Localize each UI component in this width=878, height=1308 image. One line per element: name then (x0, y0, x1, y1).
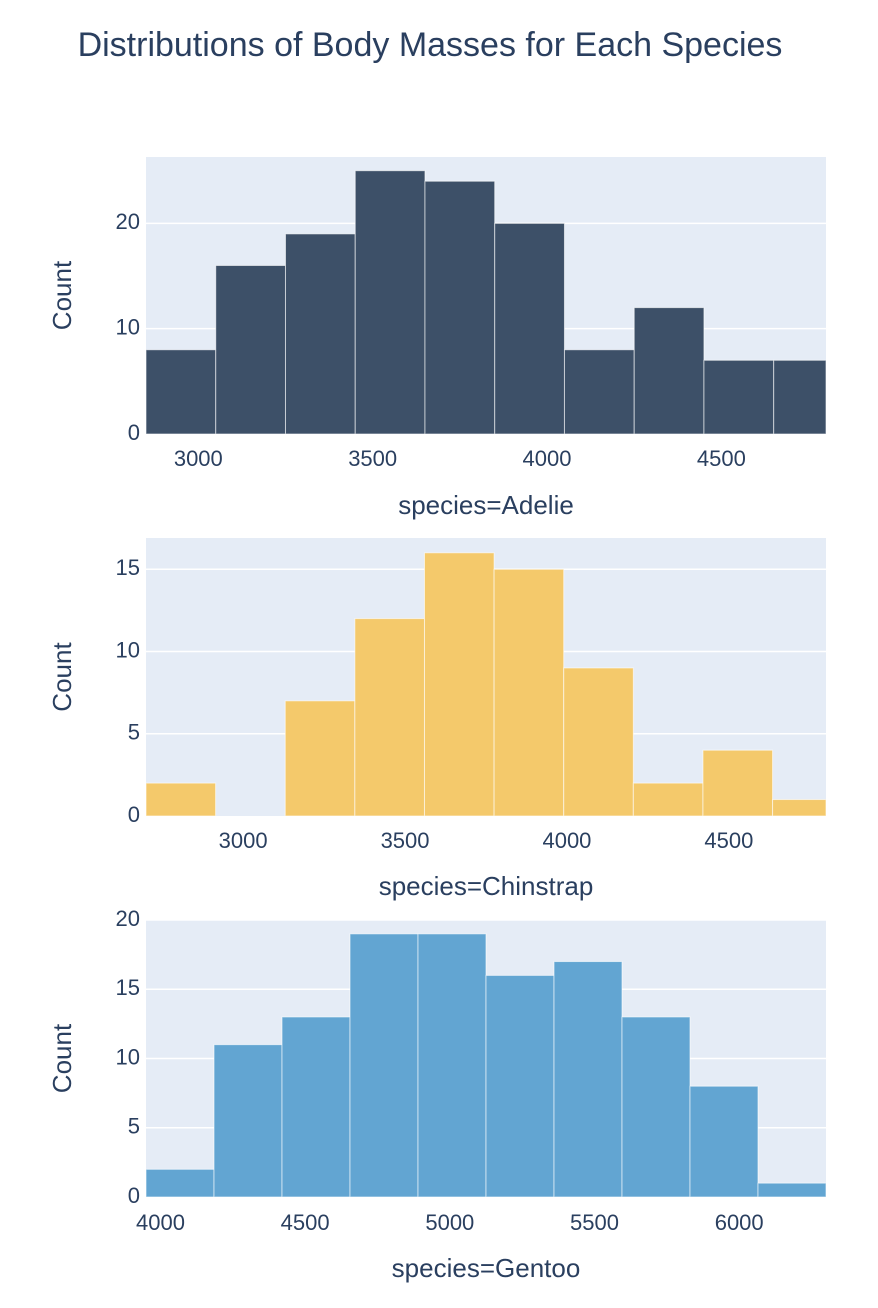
x-tick-label: 4500 (704, 828, 753, 853)
x-tick-label: 4500 (697, 446, 746, 471)
y-tick-label: 10 (116, 1044, 140, 1069)
y-tick-label: 20 (116, 906, 140, 931)
chart-title: Distributions of Body Masses for Each Sp… (78, 26, 783, 64)
histogram-bar[interactable] (689, 1085, 759, 1198)
histogram-bar[interactable] (423, 552, 495, 817)
histogram-bar[interactable] (563, 667, 634, 817)
y-tick-label: 0 (128, 802, 140, 827)
x-tick-label: 4000 (542, 828, 591, 853)
histogram-bar[interactable] (354, 170, 426, 435)
y-tick-label: 10 (116, 637, 140, 662)
histogram-bar[interactable] (145, 1168, 215, 1198)
histogram-bar[interactable] (633, 307, 705, 435)
histogram-bar[interactable] (349, 933, 419, 1198)
x-tick-label: 4000 (523, 446, 572, 471)
x-tick-label: 6000 (715, 1210, 764, 1235)
y-axis-label: Count (47, 260, 77, 330)
histogram-bar[interactable] (424, 180, 496, 435)
histogram-bar[interactable] (284, 233, 356, 435)
y-tick-label: 15 (116, 555, 140, 580)
y-tick-label: 0 (128, 1183, 140, 1208)
histogram-bar[interactable] (772, 799, 827, 817)
subplot-panels: 0 10 20 3000 3500 4000 4500 species=Adelie Count… (47, 157, 827, 1283)
histogram-bar[interactable] (284, 700, 356, 817)
x-tick-label: 5500 (570, 1210, 619, 1235)
x-axis-label: species=Gentoo (392, 1253, 581, 1283)
histogram-bar[interactable] (703, 359, 775, 435)
histogram-bar[interactable] (553, 961, 623, 1198)
y-tick-label: 10 (116, 314, 140, 339)
x-axis-label: species=Chinstrap (379, 871, 594, 901)
x-tick-label: 3000 (219, 828, 268, 853)
histogram-bar[interactable] (417, 933, 487, 1198)
histogram-bar[interactable] (145, 782, 217, 817)
histogram-bar[interactable] (354, 618, 425, 817)
histogram-bar[interactable] (773, 359, 827, 435)
histogram-bar[interactable] (632, 782, 704, 817)
histogram-bar[interactable] (281, 1016, 351, 1198)
y-tick-label: 0 (128, 420, 140, 445)
y-tick-label: 15 (116, 975, 140, 1000)
x-tick-label: 4500 (281, 1210, 330, 1235)
histogram-bar[interactable] (145, 349, 217, 435)
x-tick-label: 4000 (136, 1210, 185, 1235)
histogram-bar[interactable] (621, 1016, 691, 1198)
x-tick-label: 3500 (381, 828, 430, 853)
histogram-bar[interactable] (757, 1182, 827, 1198)
histogram-bar[interactable] (493, 568, 565, 817)
histogram-bar[interactable] (563, 349, 635, 435)
x-tick-label: 3500 (348, 446, 397, 471)
y-tick-label: 5 (128, 1114, 140, 1139)
x-tick-label: 5000 (425, 1210, 474, 1235)
subplot-gentoo: 0 5 10 15 20 4000 4500 5000 5500 6000 species=Gent… (47, 906, 827, 1283)
y-tick-label: 5 (128, 720, 140, 745)
histogram-bar[interactable] (702, 749, 774, 817)
subplot-adelie: 0 10 20 3000 3500 4000 4500 species=Adelie Count (47, 157, 827, 520)
histogram-bar[interactable] (485, 974, 555, 1198)
histogram-bar[interactable] (494, 222, 565, 435)
x-tick-label: 3000 (174, 446, 223, 471)
histogram-bar[interactable] (215, 264, 286, 435)
histogram-bar[interactable] (213, 1044, 283, 1198)
y-tick-label: 20 (116, 209, 140, 234)
y-axis-label: Count (47, 642, 77, 712)
subplot-chinstrap: 0 5 10 15 3000 3500 4000 4500 species=Chinstrap C… (47, 538, 827, 901)
x-axis-label: species=Adelie (398, 490, 574, 520)
y-axis-label: Count (47, 1023, 77, 1093)
